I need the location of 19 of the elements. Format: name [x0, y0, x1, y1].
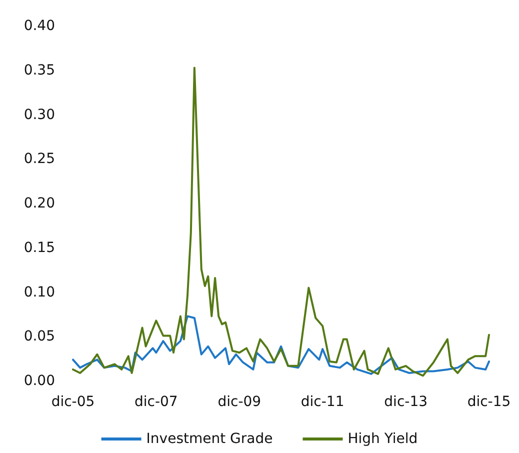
line-series	[72, 66, 490, 377]
x-tick-label: dic-07	[134, 394, 178, 410]
y-tick-label: 0.20	[24, 196, 55, 212]
legend-label: Investment Grade	[146, 431, 273, 447]
y-tick-label: 0.30	[24, 106, 55, 123]
y-tick-label: 0.35	[24, 62, 55, 78]
y-tick-label: 0.00	[24, 373, 55, 389]
x-tick-label: dic-05	[51, 394, 95, 410]
x-tick-label: dic-09	[218, 394, 262, 410]
y-tick-label: 0.25	[24, 151, 55, 168]
x-tick-label: dic-15	[467, 394, 511, 410]
x-tick-label: dic-13	[384, 394, 428, 410]
y-tick-label: 0.10	[24, 284, 55, 300]
legend-label: High Yield	[348, 431, 418, 447]
x-tick-label: dic-11	[300, 394, 344, 410]
y-tick-label: 0.15	[24, 240, 55, 256]
line-series	[72, 315, 490, 375]
y-tick-label: 0.05	[24, 328, 55, 345]
y-tick-label: 0.40	[24, 18, 55, 34]
